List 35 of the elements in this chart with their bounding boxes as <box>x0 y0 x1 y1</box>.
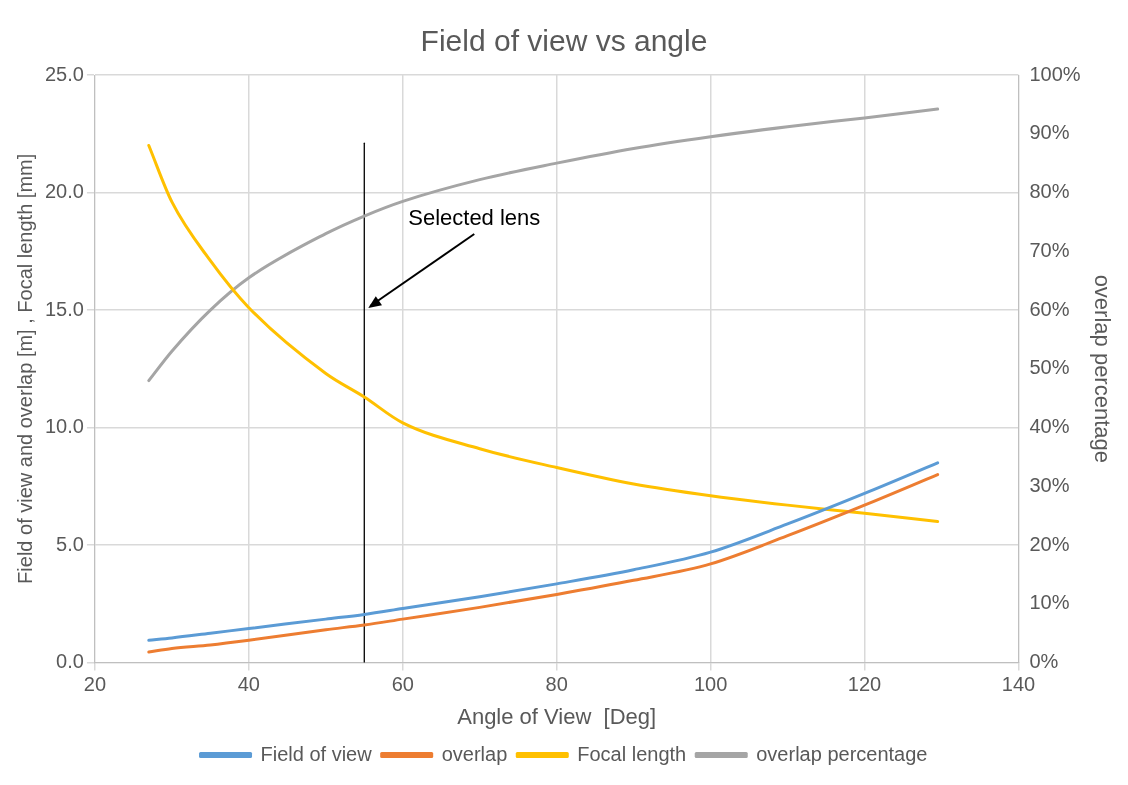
y-tick-label: 20.0 <box>44 180 84 203</box>
annotation: Selected lens <box>408 205 541 231</box>
y2-axis-title: overlap percentage <box>1089 274 1115 463</box>
x-tick-label: 40 <box>237 673 260 696</box>
y-tick-label: 0.0 <box>56 650 84 673</box>
y-tick-label: 10.0 <box>44 415 84 438</box>
y2-tick-label: 0% <box>1029 650 1059 673</box>
x-tick-label: 60 <box>391 673 414 696</box>
line-series <box>147 107 940 383</box>
y2-tick-label: 30% <box>1029 473 1070 496</box>
y2-tick-label: 60% <box>1029 297 1070 320</box>
legend-label: overlap <box>441 742 508 765</box>
y-axis-title: Field of view and overlap [m] , Focal length [mm] <box>13 153 36 584</box>
x-tick-label: 80 <box>545 673 568 696</box>
y2-tick-label: 20% <box>1029 532 1070 555</box>
x-tick-label: 100 <box>693 673 728 696</box>
legend-label: Field of view <box>260 742 373 765</box>
x-tick-label: 120 <box>847 673 882 696</box>
x-tick-label: 140 <box>1001 673 1036 696</box>
y2-tick-label: 10% <box>1029 591 1070 614</box>
y2-tick-label: 50% <box>1029 356 1070 379</box>
y2-tick-label: 100% <box>1029 62 1081 85</box>
y2-tick-label: 70% <box>1029 238 1070 261</box>
chart-title: Field of view vs angle <box>420 24 708 58</box>
legend-label: Focal length <box>577 742 687 765</box>
x-tick-label: 20 <box>83 673 107 696</box>
x-axis-title: Angle of View [Deg] <box>457 703 657 729</box>
y2-tick-label: 90% <box>1029 121 1070 144</box>
y-tick-label: 5.0 <box>56 532 84 555</box>
y2-tick-label: 40% <box>1029 415 1070 438</box>
y-tick-label: 15.0 <box>44 297 84 320</box>
y2-tick-label: 80% <box>1029 180 1070 203</box>
y-tick-label: 25.0 <box>44 62 84 85</box>
legend-label: overlap percentage <box>756 742 928 765</box>
line-series <box>147 144 940 524</box>
